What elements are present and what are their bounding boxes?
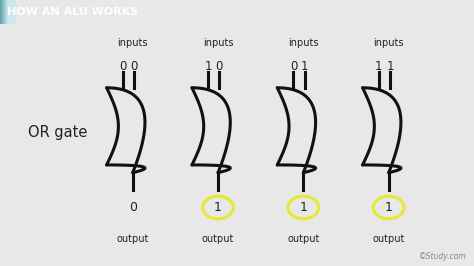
Bar bbox=[3, 0, 11, 24]
Text: inputs: inputs bbox=[374, 38, 404, 48]
Bar bbox=[0, 0, 9, 24]
Bar bbox=[7, 0, 15, 24]
Bar bbox=[4, 0, 12, 24]
Text: output: output bbox=[287, 234, 319, 244]
Bar bbox=[1, 0, 9, 24]
Bar bbox=[3, 0, 11, 24]
Bar bbox=[4, 0, 12, 24]
Bar bbox=[2, 0, 10, 24]
Bar bbox=[6, 0, 14, 24]
Bar bbox=[7, 0, 16, 24]
Bar bbox=[3, 0, 12, 24]
Bar bbox=[3, 0, 11, 24]
Bar bbox=[1, 0, 10, 24]
Text: HOW AN ALU WORKS: HOW AN ALU WORKS bbox=[7, 7, 138, 17]
Bar bbox=[5, 0, 14, 24]
Text: 0: 0 bbox=[216, 60, 223, 73]
Text: 0: 0 bbox=[129, 201, 137, 214]
Bar bbox=[8, 0, 16, 24]
Text: 1: 1 bbox=[386, 60, 394, 73]
Text: 1: 1 bbox=[214, 201, 222, 214]
Text: output: output bbox=[117, 234, 149, 244]
Bar bbox=[2, 0, 10, 24]
Bar bbox=[2, 0, 10, 24]
Bar bbox=[6, 0, 15, 24]
Bar bbox=[8, 0, 16, 24]
Bar bbox=[8, 0, 16, 24]
Bar bbox=[6, 0, 14, 24]
Text: inputs: inputs bbox=[288, 38, 319, 48]
Bar bbox=[4, 0, 13, 24]
Bar bbox=[4, 0, 13, 24]
Bar bbox=[6, 0, 14, 24]
Text: output: output bbox=[202, 234, 234, 244]
Text: 1: 1 bbox=[300, 201, 307, 214]
Bar bbox=[5, 0, 13, 24]
Bar bbox=[1, 0, 9, 24]
Bar bbox=[0, 0, 9, 24]
Text: 1: 1 bbox=[375, 60, 383, 73]
Text: ©Study.com: ©Study.com bbox=[419, 252, 467, 261]
Bar bbox=[7, 0, 15, 24]
Bar bbox=[7, 0, 15, 24]
Text: 1: 1 bbox=[301, 60, 309, 73]
Text: output: output bbox=[373, 234, 405, 244]
Bar bbox=[4, 0, 12, 24]
Bar bbox=[1, 0, 10, 24]
Bar bbox=[6, 0, 14, 24]
Bar bbox=[0, 0, 9, 24]
Bar bbox=[5, 0, 14, 24]
Text: 0: 0 bbox=[130, 60, 138, 73]
Text: 0: 0 bbox=[119, 60, 127, 73]
Bar bbox=[2, 0, 10, 24]
Text: inputs: inputs bbox=[118, 38, 148, 48]
Bar bbox=[5, 0, 14, 24]
Bar bbox=[6, 0, 15, 24]
Bar bbox=[1, 0, 9, 24]
Bar bbox=[0, 0, 9, 24]
Bar bbox=[2, 0, 11, 24]
Text: 1: 1 bbox=[204, 60, 212, 73]
Bar bbox=[0, 0, 9, 24]
Bar bbox=[3, 0, 12, 24]
Bar bbox=[1, 0, 9, 24]
Text: inputs: inputs bbox=[203, 38, 233, 48]
Bar bbox=[2, 0, 11, 24]
Bar bbox=[1, 0, 9, 24]
Text: 0: 0 bbox=[290, 60, 297, 73]
Bar bbox=[3, 0, 11, 24]
Bar bbox=[2, 0, 10, 24]
Bar bbox=[7, 0, 16, 24]
Bar bbox=[6, 0, 14, 24]
Bar bbox=[4, 0, 12, 24]
Text: 1: 1 bbox=[385, 201, 392, 214]
Bar bbox=[7, 0, 15, 24]
Bar bbox=[4, 0, 13, 24]
Bar bbox=[0, 0, 9, 24]
Bar bbox=[8, 0, 16, 24]
Bar bbox=[5, 0, 13, 24]
Bar bbox=[4, 0, 12, 24]
Bar bbox=[5, 0, 13, 24]
Bar bbox=[3, 0, 11, 24]
Bar bbox=[5, 0, 13, 24]
Text: OR gate: OR gate bbox=[28, 126, 88, 140]
Bar bbox=[7, 0, 15, 24]
